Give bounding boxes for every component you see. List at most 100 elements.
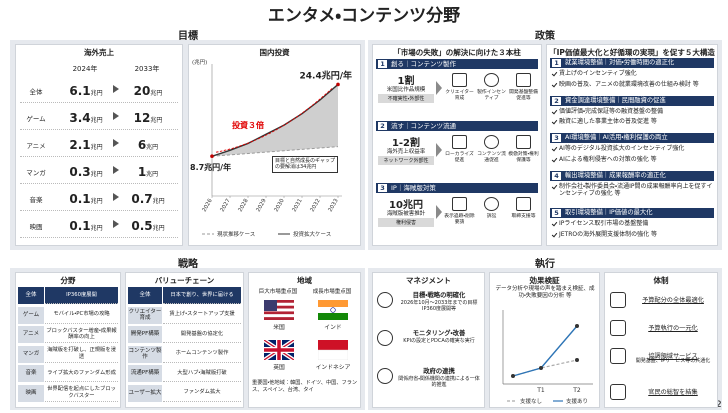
reform-number: 2 <box>552 96 561 105</box>
point <box>511 374 515 378</box>
measure-icon <box>484 73 499 87</box>
card-title: 効果検証 <box>529 276 560 285</box>
table-right-cell: 賃上げ・スタートアップ支援 <box>163 306 241 324</box>
table-left-cell: 全体 <box>18 287 44 304</box>
reform-bar <box>550 208 714 218</box>
reform-point: 賃上げのインセンティブ強化 <box>559 70 637 77</box>
value: 0.3 <box>69 165 91 179</box>
table-right-cell: 大型ハブ・海賊版打破 <box>163 365 241 382</box>
x-tick-label: 2028 <box>238 198 250 214</box>
country-name: 米国 <box>273 325 285 331</box>
investment-chart: (兆円) 2026 2027 2028 2029 2030 2031 2032 2033 現状推移… <box>190 58 352 238</box>
value-cell: 0.1兆円 <box>58 215 114 234</box>
org-icon <box>610 348 626 364</box>
reform-point: 制作会社・製作委員会・流通IP間の成果報酬率向上を促すインセンティブの強化 等 <box>559 182 713 198</box>
reform-heading: 資金調達環境整備｜民間融資の促進 <box>565 96 666 104</box>
unit: 兆円 <box>90 144 103 151</box>
value: 20 <box>133 84 151 98</box>
value-cell: 12兆円 <box>120 107 176 126</box>
annotation-multiplier: 投資３倍 <box>232 120 264 130</box>
pillar-bar <box>376 121 538 131</box>
reform-number: 5 <box>552 209 561 217</box>
pillar-stat: 1割 <box>397 76 415 87</box>
table-right-cell: ライブ拡大のファンダム形成 <box>45 365 118 382</box>
arrow <box>113 220 119 228</box>
reform-heading: AI環境整備｜AI活用・権利保護の両立 <box>565 134 668 141</box>
unit: 兆円 <box>90 90 103 97</box>
x-tick-label: 2031 <box>292 198 304 213</box>
country-name: 英国 <box>273 365 285 371</box>
table-right-cell: 日本で創り、世界に届ける <box>163 287 241 304</box>
card <box>15 44 183 246</box>
measure-icon <box>452 135 467 149</box>
annotation-start: 8.7兆円/年 <box>190 162 231 172</box>
reform-number: 3 <box>552 134 561 142</box>
card-title: バリューチェーン <box>154 276 215 285</box>
card-title: 体制 <box>653 276 669 285</box>
table-right-cell: IP360度展開 <box>45 287 118 304</box>
flag-stripe <box>264 311 294 315</box>
value-cell: 6兆円 <box>120 134 176 153</box>
measure-icon <box>484 197 499 211</box>
measure-label: 表示追跡・削除要請 <box>444 214 475 225</box>
value: 6 <box>137 138 147 152</box>
mgmt-heading: 目標・戦略の明確化 <box>412 292 466 299</box>
card-title: 地域 <box>297 276 312 285</box>
row-divider <box>20 156 178 157</box>
measure-icon <box>484 135 499 149</box>
table-right-cell: モバイル・PC市場の攻略 <box>45 306 118 324</box>
series-line <box>211 146 339 157</box>
card-title: 分野 <box>60 276 76 285</box>
flag-stripe <box>264 302 294 306</box>
table-right-cell: ファンダム拡大 <box>163 384 241 402</box>
measure-label: ローカライズ促進 <box>445 152 474 163</box>
section-header: 戦略 <box>178 259 198 270</box>
flag-wheel <box>330 307 336 313</box>
table-right-cell: ホームコンテンツ製作 <box>163 345 241 363</box>
reform-number: 4 <box>552 171 561 180</box>
value-cell: 20兆円 <box>120 80 176 99</box>
flag <box>264 340 294 360</box>
row-label: 音楽 <box>29 196 43 204</box>
pillar-arrow <box>436 81 442 95</box>
flag <box>318 300 348 320</box>
table-right-cell: 開発基盤の協定化 <box>163 326 241 343</box>
measure-icon <box>516 73 531 87</box>
reform-bar <box>550 133 714 143</box>
point <box>575 358 579 362</box>
end-point <box>336 82 340 87</box>
pillar-arrow <box>436 143 442 157</box>
reform-heading: 輸出環境整備｜成果報酬率の適正化 <box>565 171 666 179</box>
row-divider <box>20 102 178 103</box>
pillar-heading: IP｜海賊版対策 <box>391 184 436 192</box>
pillar-bar <box>376 59 538 69</box>
pillar-heading: 流す｜コンテンツ流通 <box>391 122 456 130</box>
org-item: 官民の総智を結集 <box>648 389 698 396</box>
row-label: ゲーム <box>26 115 46 123</box>
x-tick-label: 2029 <box>256 198 268 214</box>
card-title: 「市場の失敗」の解決に向けた３本柱 <box>393 48 521 57</box>
card <box>372 44 542 246</box>
flag-stripe <box>264 300 294 303</box>
flag-band <box>318 300 348 307</box>
mgmt-icon <box>377 330 393 346</box>
measure-label: 開発基盤整備促進等 <box>509 90 538 101</box>
flag-band <box>318 307 348 313</box>
row-label: 映画 <box>29 223 43 231</box>
value-cell: 0.7兆円 <box>120 188 176 207</box>
measure-label: コンテンツ流通促進 <box>477 152 506 163</box>
mgmt-text: KPIの設定とPDCAの確実な実行 <box>403 338 475 344</box>
value: 12 <box>133 111 151 125</box>
flag-stripe <box>264 305 294 309</box>
country-name: インド <box>324 325 342 331</box>
measure-label: 製作インセンティブ <box>477 90 506 101</box>
legend-label: 投資拡大ケース <box>293 230 331 238</box>
column-header: 2024年 <box>72 65 98 73</box>
region-column: 成長市場重点国 <box>312 289 352 295</box>
card-title: 海外売上 <box>84 48 114 57</box>
region-others: 重要国・他地域：韓国、ドイツ、中国、フランス、スペイン、台湾、タイ <box>252 380 358 393</box>
table-left-cell: コンテンツ製作 <box>128 345 162 363</box>
flag <box>318 340 348 360</box>
measure-label: クリエイター育成 <box>445 90 474 101</box>
org-item: 協調領域サービス <box>648 353 698 360</box>
